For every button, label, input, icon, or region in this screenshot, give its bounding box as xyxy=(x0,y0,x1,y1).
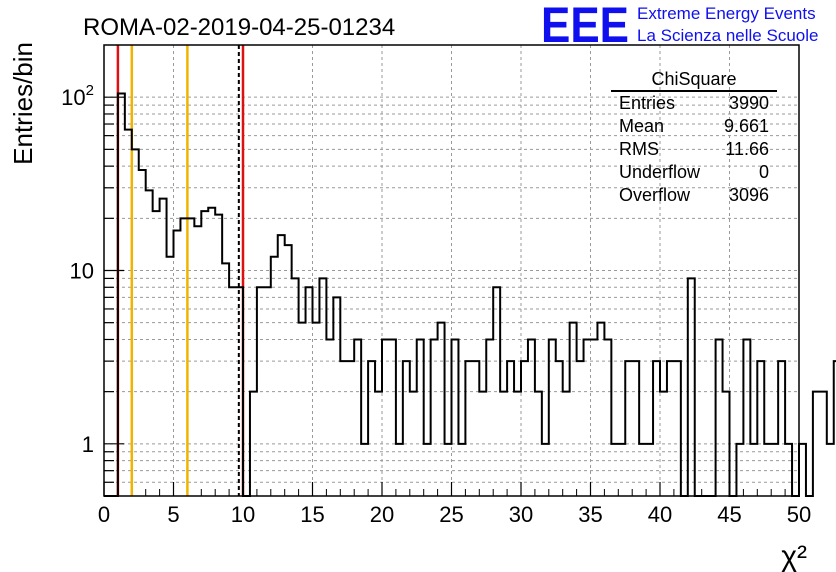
stats-row-label: RMS xyxy=(619,139,659,159)
plot-frame xyxy=(103,44,800,497)
y-tick-label: 1 xyxy=(82,432,94,457)
stats-row-value: 11.66 xyxy=(725,139,769,159)
stats-row-label: Underflow xyxy=(619,162,701,182)
x-tick-label: 0 xyxy=(98,502,110,527)
stats-box: ChiSquare Entries 3990 Mean 9.661 RMS 11.66 Un… xyxy=(611,69,777,205)
y-tick-labels: 1 10 102 xyxy=(61,82,94,457)
x-tick-label: 5 xyxy=(167,502,179,527)
stats-row-value: 3096 xyxy=(729,185,769,205)
eee-logo-line1: Extreme Energy Events xyxy=(637,4,816,23)
run-title: ROMA-02-2019-04-25-01234 xyxy=(83,14,395,41)
y-tick-label: 10 xyxy=(70,259,94,284)
stats-box-title: ChiSquare xyxy=(651,69,736,89)
x-tick-label: 30 xyxy=(509,502,533,527)
x-tick-label: 35 xyxy=(578,502,602,527)
stats-row-label: Entries xyxy=(619,93,675,113)
x-tick-label: 20 xyxy=(370,502,394,527)
stats-row-value: 3990 xyxy=(729,93,769,113)
stats-row-label: Mean xyxy=(619,116,664,136)
x-axis-title: χ² xyxy=(781,540,807,572)
stats-box-rows: Entries 3990 Mean 9.661 RMS 11.66 Underflow 0 Ov… xyxy=(619,93,769,205)
stats-row-label: Overflow xyxy=(619,185,691,205)
x-tick-label: 40 xyxy=(648,502,672,527)
eee-logo-letters: EEE xyxy=(541,0,629,53)
y-axis-title: Entries/bin xyxy=(8,42,38,165)
x-tick-labels: 0 5 10 15 20 25 30 35 40 45 50 xyxy=(98,502,811,527)
x-tick-label: 15 xyxy=(300,502,324,527)
eee-logo: EEE Extreme Energy Events La Scienza nel… xyxy=(541,0,818,53)
stats-row-value: 9.661 xyxy=(724,116,769,136)
x-tick-label: 25 xyxy=(439,502,463,527)
eee-logo-line2: La Scienza nelle Scuole xyxy=(637,26,818,45)
grid-lines xyxy=(104,45,799,496)
x-tick-label: 50 xyxy=(787,502,811,527)
x-tick-label: 10 xyxy=(231,502,255,527)
x-tick-label: 45 xyxy=(717,502,741,527)
y-tick-label: 102 xyxy=(61,82,94,110)
stats-row-value: 0 xyxy=(759,162,769,182)
